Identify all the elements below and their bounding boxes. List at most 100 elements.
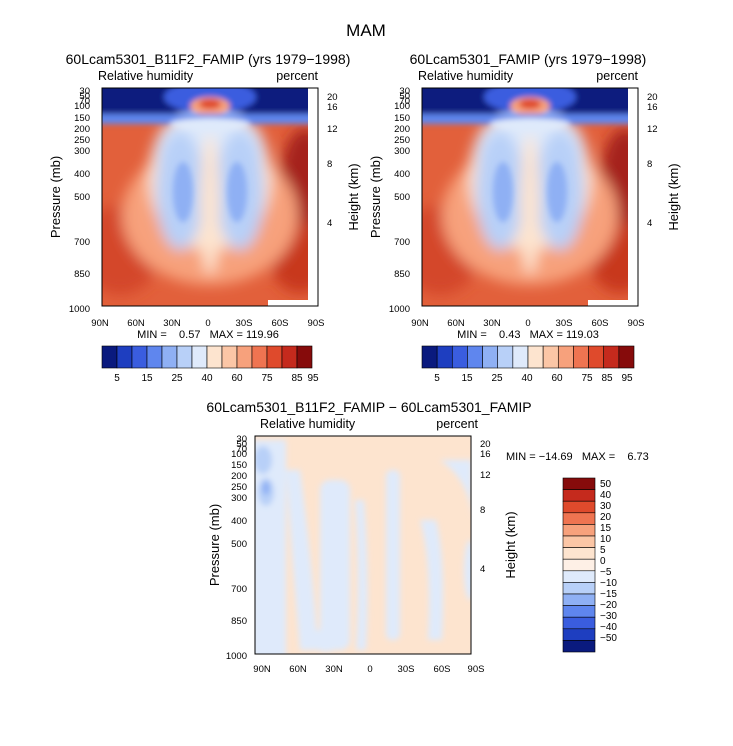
colorbar-label: −5: [600, 567, 612, 578]
y2-axis-label: Height (km): [346, 163, 361, 230]
y-tick: 200: [74, 124, 90, 135]
y-tick: 500: [74, 192, 90, 203]
y-tick: 150: [394, 113, 410, 124]
colorbar-label: 25: [171, 373, 183, 384]
y-tick: 250: [231, 482, 247, 493]
x-tick: 30S: [556, 318, 573, 329]
colorbar-swatch: [176, 345, 193, 369]
y-tick: 150: [74, 113, 90, 124]
colorbar-swatch: [557, 345, 574, 369]
variable-label: Relative humidity: [418, 69, 514, 83]
y-axis-label: Pressure (mb): [48, 156, 63, 238]
y-axis-label: Pressure (mb): [207, 504, 222, 586]
y-tick: 30: [399, 86, 410, 97]
colorbar-label: −30: [600, 611, 617, 622]
x-tick: 60N: [289, 664, 307, 675]
colorbar-swatch: [542, 345, 559, 369]
colorbar-label: 0: [600, 556, 606, 567]
y-tick: 1000: [389, 304, 410, 315]
y-ticks-right: 20 16 12 8 4: [480, 439, 491, 575]
stats-label: MIN = 0.57 MAX = 119.96: [137, 329, 279, 341]
y-tick: 700: [74, 237, 90, 248]
colorbar-swatch: [562, 512, 596, 525]
colorbar-swatch: [562, 628, 596, 641]
y-ticks-left: 30 50 70 100 150 200 250 300 400 500 700…: [69, 86, 90, 315]
colorbar-swatch: [436, 345, 453, 369]
y-tick: 700: [394, 237, 410, 248]
colorbar-label: 85: [601, 373, 613, 384]
stats-label: MIN = 0.43 MAX = 119.03: [457, 329, 599, 341]
y2-tick: 16: [327, 102, 338, 113]
y-tick: 300: [231, 493, 247, 504]
colorbar-swatch: [281, 345, 298, 369]
variable-label: Relative humidity: [98, 69, 194, 83]
y-tick: 70: [399, 96, 410, 107]
y-tick: 850: [394, 269, 410, 280]
y-tick: 250: [74, 135, 90, 146]
colorbar-swatch: [221, 345, 238, 369]
units-label: percent: [276, 69, 318, 83]
x-tick: 60S: [434, 664, 451, 675]
variable-label: Relative humidity: [260, 417, 356, 431]
x-tick: 30S: [398, 664, 415, 675]
y-tick: 400: [394, 169, 410, 180]
x-tick: 60N: [127, 318, 145, 329]
colorbar: 5 15 25 40 60 75 85 95: [101, 345, 319, 384]
colorbar-swatch: [562, 489, 596, 502]
colorbar-label: 20: [600, 512, 612, 523]
x-tick: 60N: [447, 318, 465, 329]
y-tick: 400: [231, 516, 247, 527]
y2-tick: 4: [647, 218, 652, 229]
colorbar-label: 40: [521, 373, 533, 384]
panel-1: 60Lcam5301_B11F2_FAMIP (yrs 1979−1998) R…: [48, 51, 361, 384]
stats-label: MIN = −14.69 MAX = 6.73: [506, 451, 649, 463]
colorbar-swatch: [236, 345, 253, 369]
x-tick: 0: [367, 664, 372, 675]
y2-tick: 16: [480, 449, 491, 460]
y2-tick: 20: [647, 92, 658, 103]
y-ticks-left: 30 50 70 100 150 200 250 300 400 500 700…: [226, 434, 247, 662]
colorbar-swatch: [482, 345, 499, 369]
x-tick: 30S: [236, 318, 253, 329]
y2-axis-label: Height (km): [666, 163, 681, 230]
y-tick: 1000: [69, 304, 90, 315]
y-tick: 100: [394, 101, 410, 112]
y2-tick: 8: [647, 159, 652, 170]
colorbar-label: 40: [600, 490, 612, 501]
plot-frame: [254, 435, 472, 655]
y-tick: 200: [231, 471, 247, 482]
colorbar-swatch: [562, 605, 596, 618]
colorbar-label: 95: [621, 373, 633, 384]
y-tick: 150: [231, 460, 247, 471]
y2-tick: 12: [327, 124, 338, 135]
y-tick: 850: [231, 616, 247, 627]
colorbar-swatch: [512, 345, 529, 369]
x-tick: 90N: [411, 318, 429, 329]
panel-title: 60Lcam5301_B11F2_FAMIP − 60Lcam5301_FAMI…: [206, 399, 531, 415]
colorbar-swatch: [562, 477, 596, 490]
colorbar-swatch: [467, 345, 483, 369]
colorbar-swatch: [562, 524, 596, 537]
units-label: percent: [596, 69, 638, 83]
y2-tick: 8: [480, 505, 485, 516]
y2-axis-label: Height (km): [503, 511, 518, 578]
x-tick: 60S: [592, 318, 609, 329]
y2-tick: 12: [647, 124, 658, 135]
colorbar-swatch: [266, 345, 283, 369]
colorbar-swatch: [562, 582, 596, 595]
axes: [101, 87, 319, 307]
colorbar-swatch: [603, 345, 620, 369]
colorbar-label: 30: [600, 501, 612, 512]
y-tick: 250: [394, 135, 410, 146]
x-tick: 0: [525, 318, 530, 329]
colorbar-label: 40: [201, 373, 213, 384]
y-tick: 70: [236, 444, 247, 455]
x-tick: 90N: [253, 664, 271, 675]
y2-tick: 4: [327, 218, 332, 229]
colorbar-label: 5: [114, 373, 120, 384]
y-tick: 850: [74, 269, 90, 280]
y-ticks-right: 20 16 12 8 4: [327, 92, 338, 229]
x-ticks: 90N 60N 30N 0 30S 60S 90S: [411, 318, 644, 329]
y-tick: 500: [394, 192, 410, 203]
units-label: percent: [436, 417, 478, 431]
